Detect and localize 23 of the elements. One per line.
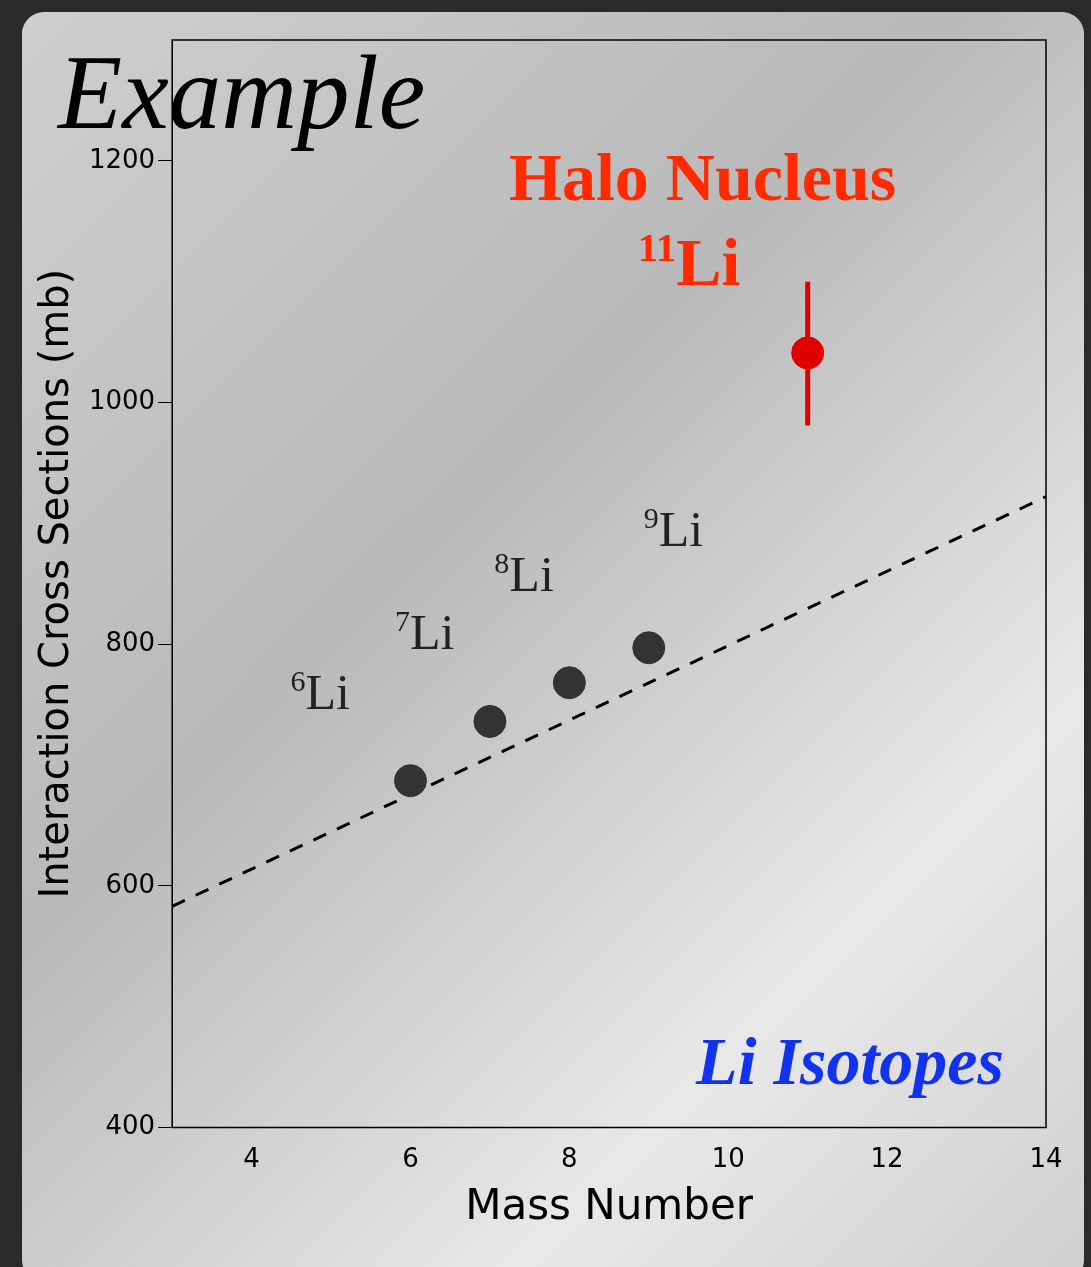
point [632, 631, 666, 665]
y-axis-title: Interaction Cross Sections (mb) [31, 268, 78, 899]
point [552, 666, 586, 700]
annotation: Li Isotopes [696, 1023, 1004, 1100]
annotation: $^{7}$Li [394, 604, 455, 661]
x-tick-label: 12 [870, 1142, 904, 1173]
y-tick-label: 400 [105, 1110, 156, 1141]
y-tick-label: 800 [105, 626, 156, 657]
x-tick-label: 4 [243, 1142, 260, 1173]
y-tick-label: 600 [105, 868, 156, 899]
annotation: $^{6}$Li [290, 663, 350, 720]
x-tick-label: 14 [1029, 1142, 1063, 1173]
annotation: $^{8}$Li [494, 545, 554, 602]
x-tick-label: 6 [402, 1142, 419, 1173]
point [473, 704, 507, 738]
x-axis-title: Mass Number [465, 1179, 754, 1229]
x-tick-label: 8 [561, 1142, 578, 1173]
annotation: $^{9}$Li [643, 500, 704, 557]
annotation: $^{11}$Li [637, 223, 741, 300]
y-tick-label: 1000 [89, 385, 156, 416]
point [393, 764, 427, 798]
annotation: Halo Nucleus [509, 138, 897, 215]
x-tick-label: 10 [711, 1142, 745, 1173]
